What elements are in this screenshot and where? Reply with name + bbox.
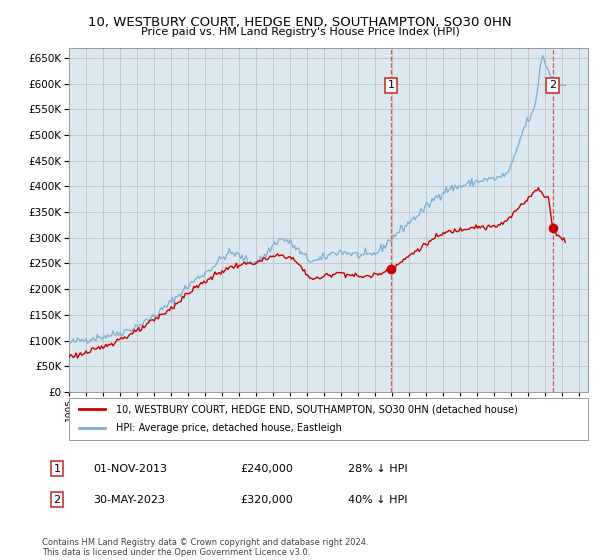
Text: 10, WESTBURY COURT, HEDGE END, SOUTHAMPTON, SO30 0HN: 10, WESTBURY COURT, HEDGE END, SOUTHAMPT…	[88, 16, 512, 29]
Text: 2: 2	[549, 81, 556, 91]
Text: 30-MAY-2023: 30-MAY-2023	[93, 494, 165, 505]
Text: Price paid vs. HM Land Registry's House Price Index (HPI): Price paid vs. HM Land Registry's House …	[140, 27, 460, 37]
Text: 2: 2	[53, 494, 61, 505]
Text: £240,000: £240,000	[240, 464, 293, 474]
Text: 28% ↓ HPI: 28% ↓ HPI	[348, 464, 407, 474]
Text: Contains HM Land Registry data © Crown copyright and database right 2024.
This d: Contains HM Land Registry data © Crown c…	[42, 538, 368, 557]
Text: £320,000: £320,000	[240, 494, 293, 505]
Text: 10, WESTBURY COURT, HEDGE END, SOUTHAMPTON, SO30 0HN (detached house): 10, WESTBURY COURT, HEDGE END, SOUTHAMPT…	[116, 404, 518, 414]
Text: 40% ↓ HPI: 40% ↓ HPI	[348, 494, 407, 505]
Text: HPI: Average price, detached house, Eastleigh: HPI: Average price, detached house, East…	[116, 423, 341, 433]
Text: 1: 1	[53, 464, 61, 474]
Text: 01-NOV-2013: 01-NOV-2013	[93, 464, 167, 474]
Text: 1: 1	[388, 81, 394, 91]
